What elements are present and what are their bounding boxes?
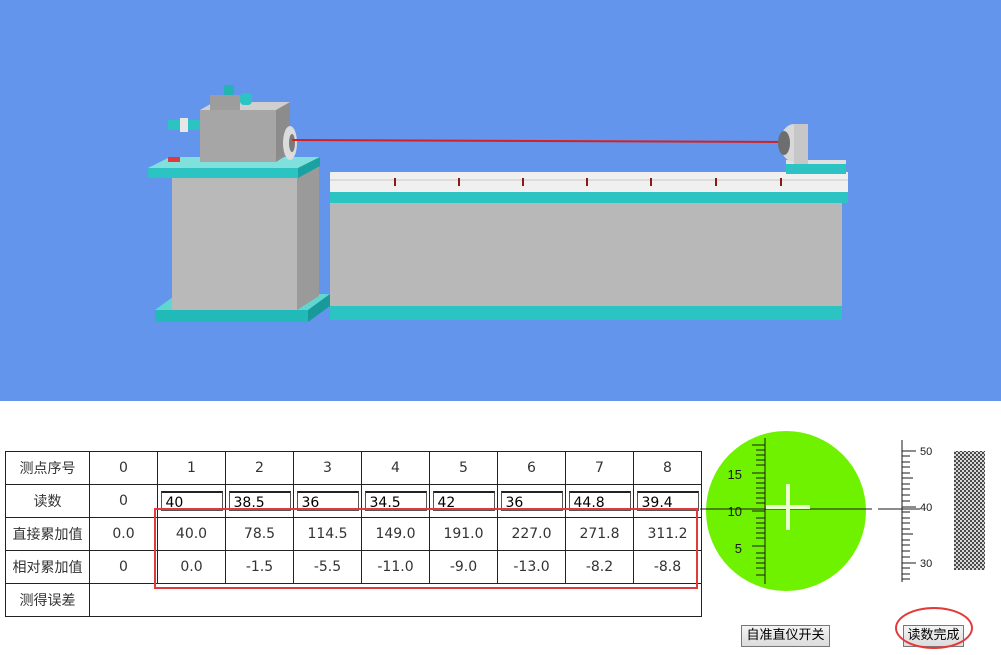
reading-input[interactable]: 42 [432,491,495,511]
scene-3d-view [0,0,1001,401]
eyepiece-label-15: 15 [728,467,742,482]
relative-sum-cell: -1.5 [225,550,294,584]
point-number-cell: 4 [361,451,430,485]
direct-sum-cell: 78.5 [225,517,294,551]
table-row-point-number: 测点序号 0 1 2 3 4 5 6 7 8 [5,451,702,485]
point-number-cell: 3 [293,451,362,485]
reading-input[interactable]: 36 [500,491,563,511]
eyepiece-label-5: 5 [735,541,742,556]
table-row-readings: 读数 0 40 38.5 36 34.5 42 36 44.8 39.4 [5,484,702,518]
bench-illustration [148,85,848,322]
eyepiece-label-10: 10 [728,504,742,519]
eyepiece-scale [700,438,872,584]
pedestal [148,157,330,322]
point-number-cell: 2 [225,451,294,485]
highlight-box [154,508,698,589]
micrometer-label-40: 40 [920,502,932,514]
autocollimator [168,85,297,162]
crosshair-icon [766,484,810,530]
row-label-relative-sum: 相对累加值 [5,550,90,584]
point-number-cell: 8 [633,451,702,485]
direct-sum-cell: 227.0 [497,517,566,551]
reading-input[interactable]: 44.8 [568,491,631,511]
direct-sum-cell: 149.0 [361,517,430,551]
micrometer-label-50: 50 [920,446,932,458]
point-number-cell: 1 [157,451,226,485]
micrometer-scale: 50 40 30 [878,440,985,582]
table-row-relative-sum: 相对累加值 0 0.0 -1.5 -5.5 -11.0 -9.0 -13.0 -… [5,550,702,584]
reading-input[interactable]: 36 [296,491,359,511]
relative-sum-cell: 0 [89,550,158,584]
relative-sum-cell: -5.5 [293,550,362,584]
row-label-readings: 读数 [5,484,90,518]
point-number-cell: 5 [429,451,498,485]
reading-input[interactable]: 40 [160,491,223,511]
row-label-direct-sum: 直接累加值 [5,517,90,551]
measuring-bench [330,172,848,320]
direct-sum-cell: 271.8 [565,517,634,551]
direct-sum-cell: 311.2 [633,517,702,551]
reading-input[interactable]: 39.4 [636,491,699,511]
reading-cell: 0 [89,484,158,518]
reading-input[interactable]: 38.5 [228,491,291,511]
direct-sum-cell: 0.0 [89,517,158,551]
micrometer-drum-knob[interactable] [954,451,985,570]
reflector-mirror [778,124,846,174]
row-label-point-number: 测点序号 [5,451,90,485]
point-number-cell: 6 [497,451,566,485]
relative-sum-cell: 0.0 [157,550,226,584]
point-number-cell: 7 [565,451,634,485]
autocollimator-toggle-button[interactable]: 自准直仪开关 [741,625,830,647]
micrometer-ticks [901,440,916,582]
highlight-circle [895,607,973,649]
row-label-measured-error: 测得误差 [5,583,90,617]
autocollimator-eyepiece-view: 15 10 5 [700,431,872,591]
reading-input[interactable]: 34.5 [364,491,427,511]
relative-sum-cell: -8.8 [633,550,702,584]
micrometer-label-30: 30 [920,558,932,570]
laser-beam [291,139,785,143]
point-number-cell: 0 [89,451,158,485]
